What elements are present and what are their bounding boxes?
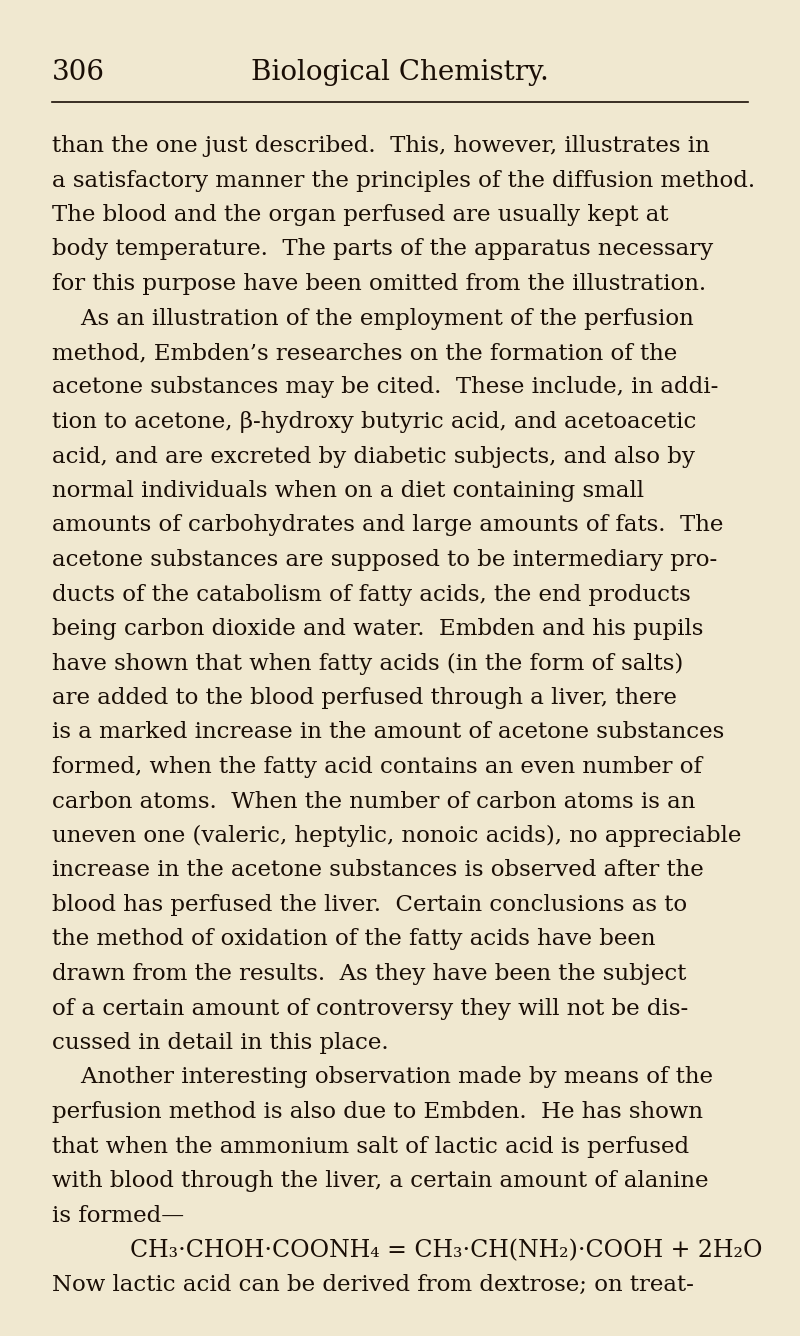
Text: As an illustration of the employment of the perfusion: As an illustration of the employment of …: [52, 307, 694, 330]
Text: cussed in detail in this place.: cussed in detail in this place.: [52, 1031, 389, 1054]
Text: for this purpose have been omitted from the illustration.: for this purpose have been omitted from …: [52, 273, 706, 295]
Text: than the one just described.  This, however, illustrates in: than the one just described. This, howev…: [52, 135, 710, 158]
Text: method, Embden’s researches on the formation of the: method, Embden’s researches on the forma…: [52, 342, 678, 363]
Text: is a marked increase in the amount of acetone substances: is a marked increase in the amount of ac…: [52, 721, 724, 744]
Text: body temperature.  The parts of the apparatus necessary: body temperature. The parts of the appar…: [52, 239, 714, 261]
Text: of a certain amount of controversy they will not be dis-: of a certain amount of controversy they …: [52, 998, 688, 1019]
Text: being carbon dioxide and water.  Embden and his pupils: being carbon dioxide and water. Embden a…: [52, 619, 703, 640]
Text: uneven one (valeric, heptylic, nonoic acids), no appreciable: uneven one (valeric, heptylic, nonoic ac…: [52, 826, 742, 847]
Text: tion to acetone, β-hydroxy butyric acid, and acetoacetic: tion to acetone, β-hydroxy butyric acid,…: [52, 411, 696, 433]
Text: acid, and are excreted by diabetic subjects, and also by: acid, and are excreted by diabetic subje…: [52, 445, 695, 468]
Text: 306: 306: [52, 59, 105, 86]
Text: a satisfactory manner the principles of the diffusion method.: a satisfactory manner the principles of …: [52, 170, 755, 191]
Text: is formed—: is formed—: [52, 1205, 184, 1226]
Text: carbon atoms.  When the number of carbon atoms is an: carbon atoms. When the number of carbon …: [52, 791, 695, 812]
Text: are added to the blood perfused through a liver, there: are added to the blood perfused through …: [52, 687, 677, 709]
Text: CH₃·CHOH·COONH₄ = CH₃·CH(NH₂)·COOH + 2H₂O: CH₃·CHOH·COONH₄ = CH₃·CH(NH₂)·COOH + 2H₂…: [130, 1238, 762, 1263]
Text: with blood through the liver, a certain amount of alanine: with blood through the liver, a certain …: [52, 1170, 709, 1192]
Text: ducts of the catabolism of fatty acids, the end products: ducts of the catabolism of fatty acids, …: [52, 584, 690, 605]
Text: Another interesting observation made by means of the: Another interesting observation made by …: [52, 1066, 713, 1089]
Text: that when the ammonium salt of lactic acid is perfused: that when the ammonium salt of lactic ac…: [52, 1136, 689, 1157]
Text: normal individuals when on a diet containing small: normal individuals when on a diet contai…: [52, 480, 644, 502]
Text: Now lactic acid can be derived from dextrose; on treat-: Now lactic acid can be derived from dext…: [52, 1273, 694, 1296]
Text: acetone substances may be cited.  These include, in addi-: acetone substances may be cited. These i…: [52, 377, 718, 398]
Text: perfusion method is also due to Embden.  He has shown: perfusion method is also due to Embden. …: [52, 1101, 703, 1124]
Text: the method of oxidation of the fatty acids have been: the method of oxidation of the fatty aci…: [52, 929, 655, 950]
Text: formed, when the fatty acid contains an even number of: formed, when the fatty acid contains an …: [52, 756, 702, 778]
Text: drawn from the results.  As they have been the subject: drawn from the results. As they have bee…: [52, 963, 686, 985]
Text: increase in the acetone substances is observed after the: increase in the acetone substances is ob…: [52, 859, 704, 882]
Text: The blood and the organ perfused are usually kept at: The blood and the organ perfused are usu…: [52, 204, 669, 226]
Text: have shown that when fatty acids (in the form of salts): have shown that when fatty acids (in the…: [52, 652, 683, 675]
Text: Biological Chemistry.: Biological Chemistry.: [251, 59, 549, 86]
Text: amounts of carbohydrates and large amounts of fats.  The: amounts of carbohydrates and large amoun…: [52, 514, 723, 537]
Text: acetone substances are supposed to be intermediary pro-: acetone substances are supposed to be in…: [52, 549, 718, 570]
Text: blood has perfused the liver.  Certain conclusions as to: blood has perfused the liver. Certain co…: [52, 894, 687, 916]
